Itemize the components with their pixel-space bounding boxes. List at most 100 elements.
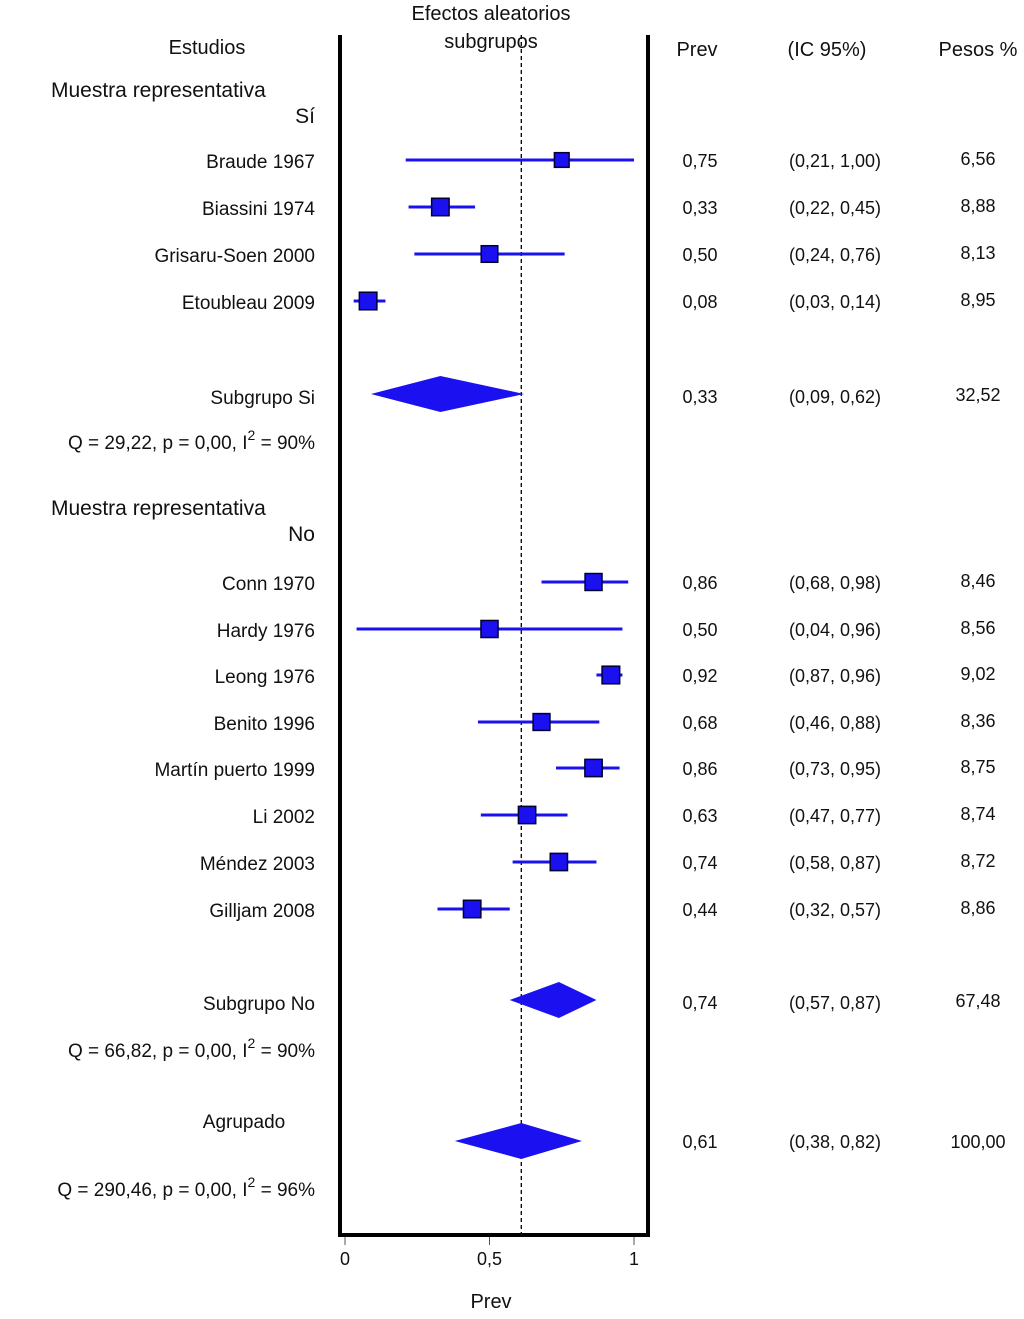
heterogeneity-stats: Q = 66,82, p = 0,00, I2 = 90%: [68, 1035, 315, 1062]
study-marker: [584, 572, 603, 592]
ci-value: (0,04, 0,96): [789, 620, 881, 640]
study-name: Etoubleau 2009: [182, 293, 315, 314]
ci-value: (0,03, 0,14): [789, 292, 881, 312]
subtotal-diamond: [509, 982, 597, 1018]
study-marker: [517, 805, 537, 825]
prev-value: 0,61: [682, 1132, 717, 1152]
study-marker: [549, 852, 569, 872]
prev-value: 0,86: [682, 573, 717, 593]
het-sup: 2: [248, 1035, 256, 1051]
weight-value: 8,95: [960, 290, 995, 310]
weight-value: 8,56: [960, 618, 995, 638]
x-tick-label: 1: [629, 1249, 639, 1269]
het-prefix: Q = 66,82, p = 0,00, I: [68, 1041, 248, 1062]
study-marker: [462, 899, 482, 919]
weight-value: 67,48: [955, 991, 1000, 1011]
weight-value: 32,52: [955, 385, 1000, 405]
study-name: Martín puerto 1999: [154, 760, 315, 781]
weight-value: 9,02: [960, 664, 995, 684]
prev-value: 0,75: [682, 151, 717, 171]
chart-title-line1: Efectos aleatorios: [412, 3, 571, 25]
study-name: Braude 1967: [206, 152, 315, 173]
prev-value: 0,74: [682, 993, 717, 1013]
prev-value: 0,74: [682, 853, 717, 873]
header-ci: (IC 95%): [788, 39, 867, 61]
ci-value: (0,87, 0,96): [789, 666, 881, 686]
prev-value: 0,92: [682, 666, 717, 686]
ci-value: (0,68, 0,98): [789, 573, 881, 593]
study-marker: [480, 619, 499, 639]
study-marker: [584, 758, 603, 778]
het-sup: 2: [248, 1174, 256, 1190]
prev-value: 0,50: [682, 620, 717, 640]
weight-value: 8,74: [960, 804, 995, 824]
ci-value: (0,73, 0,95): [789, 759, 881, 779]
weight-value: 8,36: [960, 711, 995, 731]
prev-value: 0,68: [682, 713, 717, 733]
header-weights: Pesos %: [939, 39, 1018, 61]
het-prefix: Q = 290,46, p = 0,00, I: [57, 1180, 247, 1201]
het-prefix: Q = 29,22, p = 0,00, I: [68, 433, 248, 454]
header-studies: Estudios: [169, 37, 246, 59]
prev-value: 0,33: [682, 198, 717, 218]
study-marker: [532, 712, 551, 732]
study-marker: [430, 197, 450, 217]
weight-value: 6,56: [960, 149, 995, 169]
prev-value: 0,86: [682, 759, 717, 779]
study-name: Méndez 2003: [200, 854, 315, 875]
het-suffix: = 90%: [255, 433, 315, 454]
study-name: Gilljam 2008: [209, 901, 315, 922]
x-tick-label: 0,5: [477, 1249, 502, 1269]
x-tick-label: 0: [340, 1249, 350, 1269]
study-marker: [553, 151, 570, 169]
het-suffix: = 96%: [255, 1180, 315, 1201]
ci-value: (0,46, 0,88): [789, 713, 881, 733]
header-prev: Prev: [676, 39, 717, 61]
group-sublabel: No: [288, 523, 315, 546]
subtotal-name: Subgrupo No: [203, 994, 315, 1015]
ci-value: (0,24, 0,76): [789, 245, 881, 265]
prev-value: 0,63: [682, 806, 717, 826]
weight-value: 8,86: [960, 898, 995, 918]
study-name: Hardy 1976: [217, 621, 315, 642]
prev-value: 0,50: [682, 245, 717, 265]
ci-value: (0,21, 1,00): [789, 151, 881, 171]
group-sublabel: Sí: [295, 105, 315, 128]
weight-value: 8,75: [960, 757, 995, 777]
study-name: Benito 1996: [214, 714, 315, 735]
ci-value: (0,47, 0,77): [789, 806, 881, 826]
overall-diamond: [454, 1123, 582, 1159]
x-axis-label: Prev: [470, 1291, 511, 1313]
group-label: Muestra representativa: [51, 497, 266, 520]
study-marker: [358, 291, 378, 311]
ci-value: (0,09, 0,62): [789, 387, 881, 407]
overall-heterogeneity-stats: Q = 290,46, p = 0,00, I2 = 96%: [57, 1174, 315, 1201]
weight-value: 8,13: [960, 243, 995, 263]
study-marker: [601, 665, 621, 685]
weight-value: 8,46: [960, 571, 995, 591]
ci-value: (0,32, 0,57): [789, 900, 881, 920]
study-name: Grisaru-Soen 2000: [154, 246, 315, 267]
subtotal-name: Subgrupo Si: [210, 388, 315, 409]
study-name: Leong 1976: [215, 667, 315, 688]
ci-value: (0,22, 0,45): [789, 198, 881, 218]
study-name: Conn 1970: [222, 574, 315, 595]
weight-value: 8,72: [960, 851, 995, 871]
het-suffix: = 90%: [255, 1041, 315, 1062]
study-name: Li 2002: [253, 807, 315, 828]
heterogeneity-stats: Q = 29,22, p = 0,00, I2 = 90%: [68, 427, 315, 454]
study-marker: [480, 244, 499, 264]
prev-value: 0,44: [682, 900, 717, 920]
prev-value: 0,08: [682, 292, 717, 312]
ci-value: (0,38, 0,82): [789, 1132, 881, 1152]
chart-title-line2: subgrupos: [444, 31, 537, 53]
weight-value: 8,88: [960, 196, 995, 216]
overall-name: Agrupado: [203, 1112, 285, 1133]
subtotal-diamond: [371, 376, 525, 412]
het-sup: 2: [248, 427, 256, 443]
ci-value: (0,57, 0,87): [789, 993, 881, 1013]
group-label: Muestra representativa: [51, 79, 266, 102]
weight-value: 100,00: [950, 1132, 1005, 1152]
ci-value: (0,58, 0,87): [789, 853, 881, 873]
